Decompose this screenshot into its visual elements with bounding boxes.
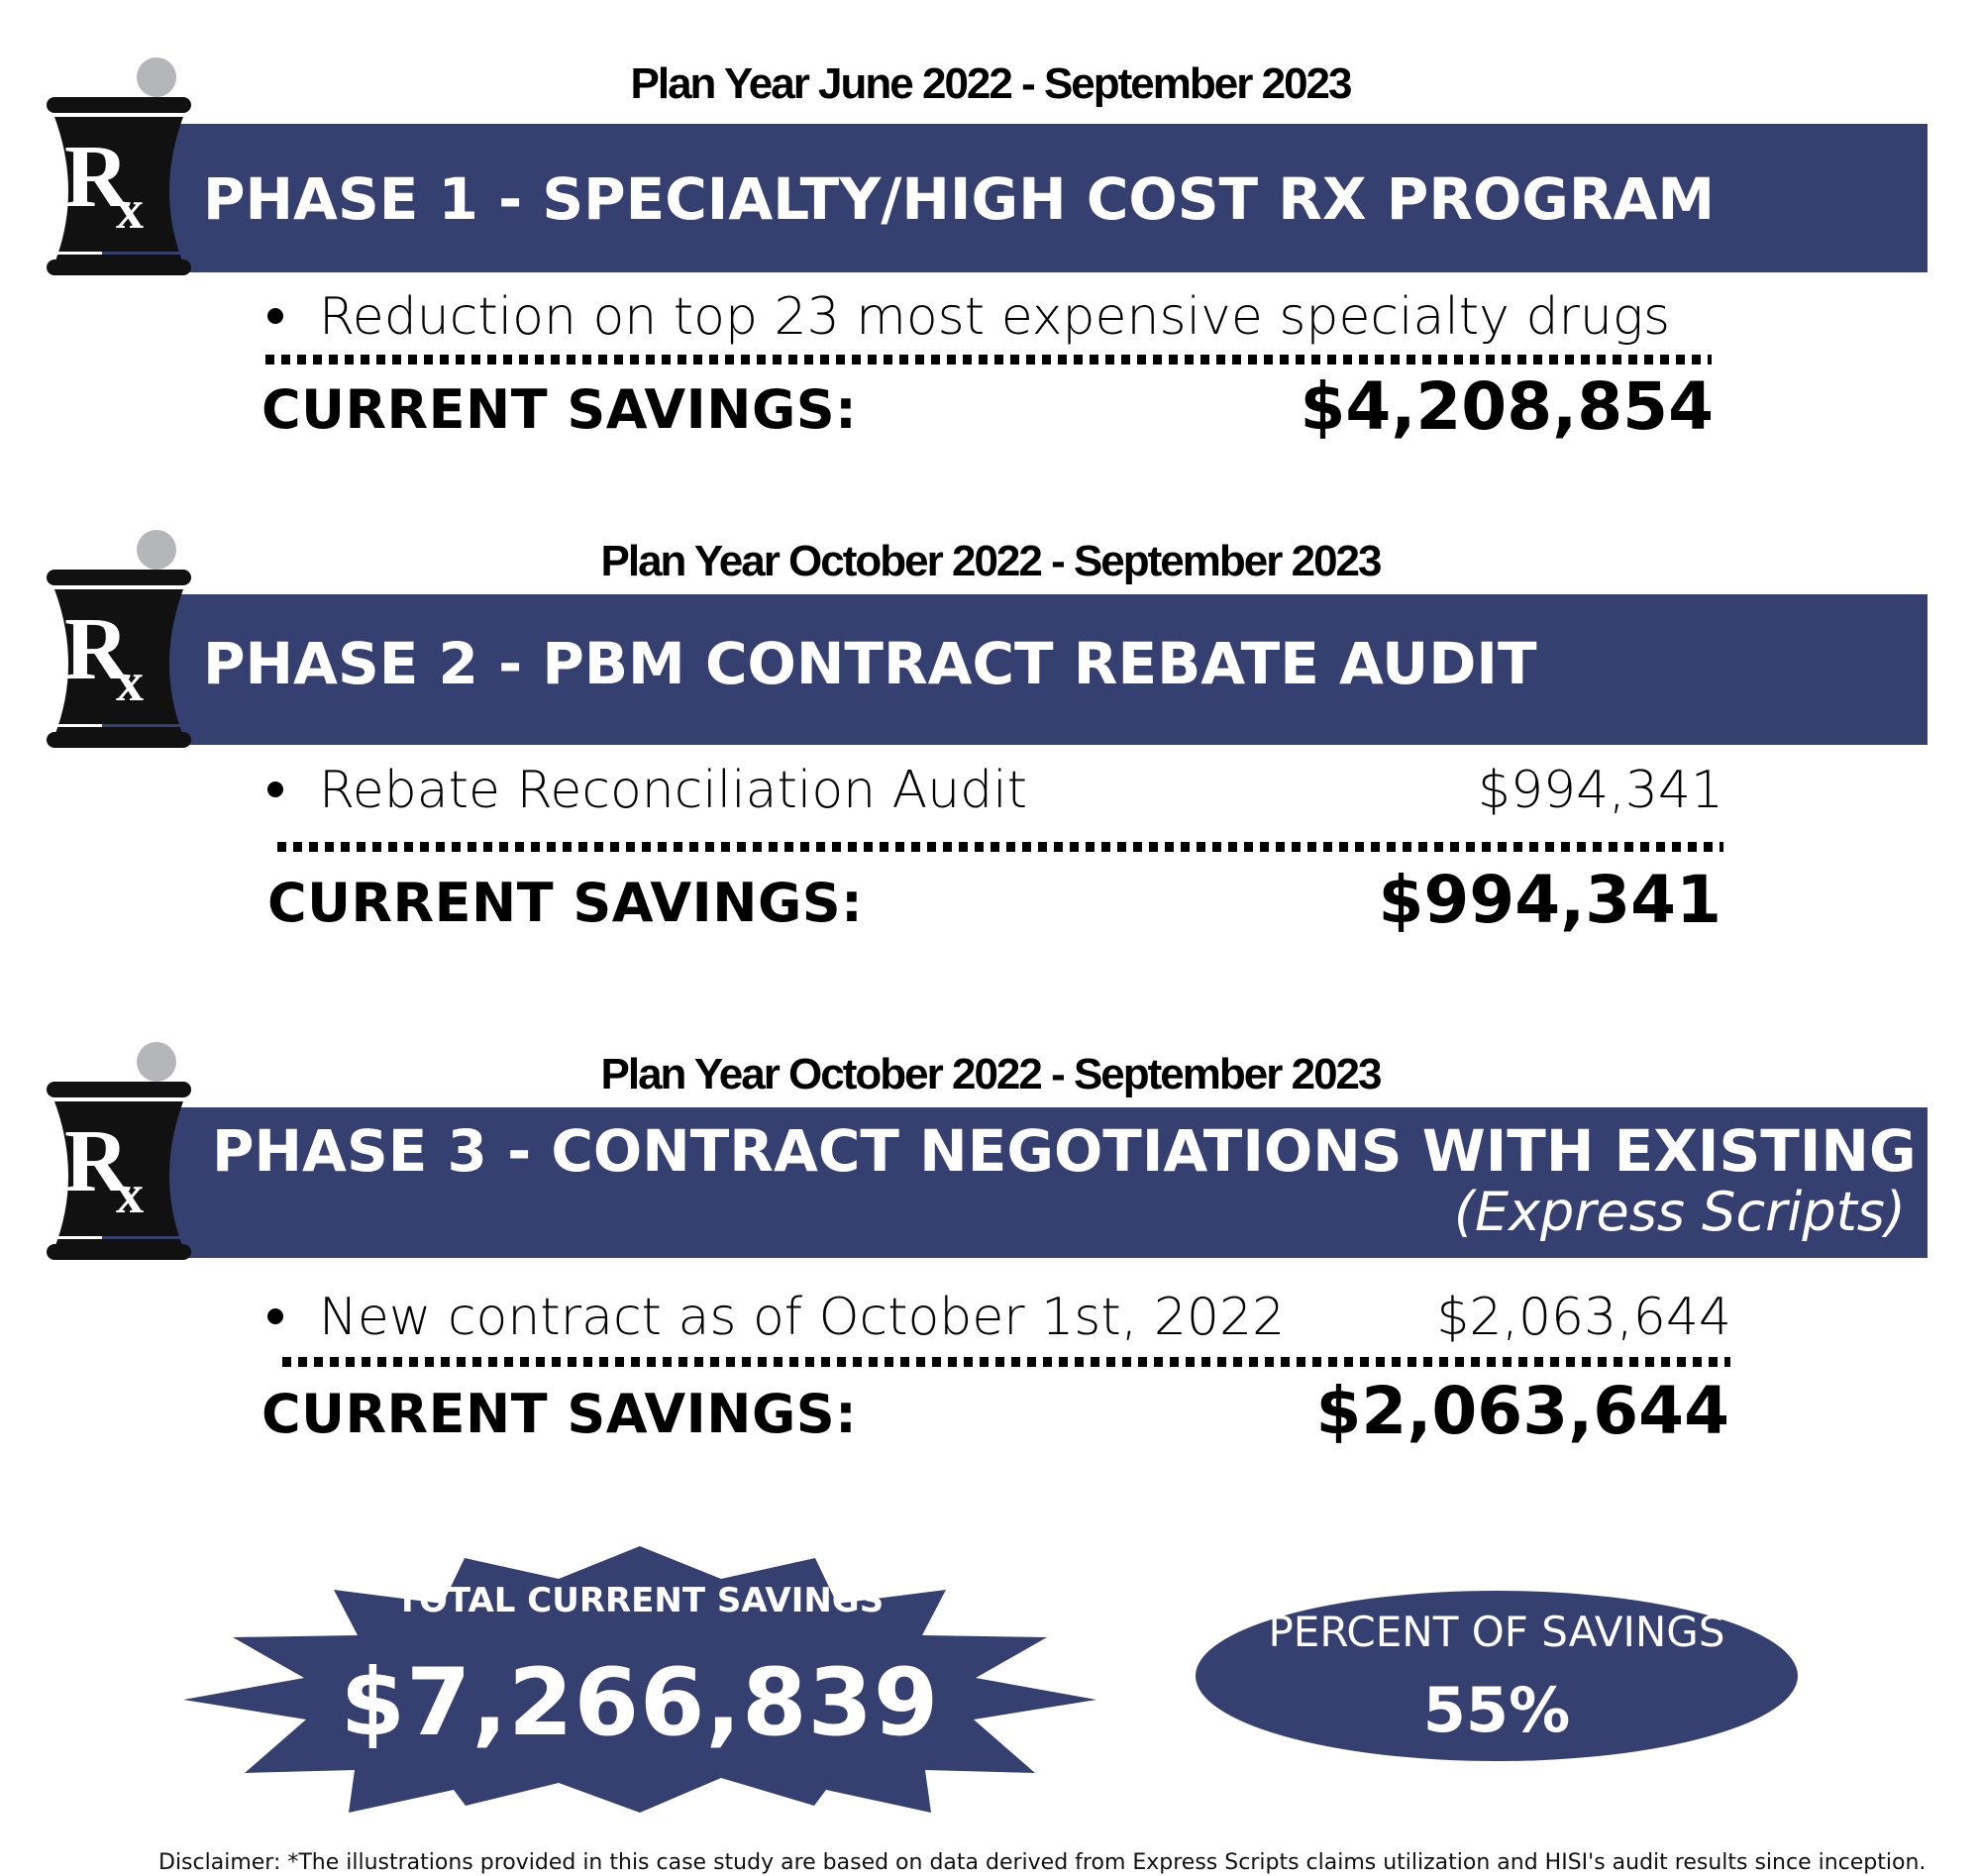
total-savings-label: TOTAL CURRENT SAVINGS bbox=[395, 1581, 885, 1620]
svg-text:x: x bbox=[116, 652, 144, 713]
svg-text:x: x bbox=[116, 1164, 144, 1225]
dotted-divider bbox=[277, 842, 1723, 852]
bullet-item: Reduction on top 23 most expensive speci… bbox=[267, 287, 1723, 347]
svg-text:R: R bbox=[64, 1112, 130, 1210]
rx-mortar-icon: R x bbox=[47, 530, 191, 748]
phase-banner: PHASE 2 - PBM CONTRACT REBATE AUDIT bbox=[168, 594, 1928, 745]
dotted-divider bbox=[265, 355, 1712, 365]
bullet-text: Reduction on top 23 most expensive speci… bbox=[319, 287, 1671, 347]
phase-banner: PHASE 3 - CONTRACT NEGOTIATIONS WITH EXI… bbox=[168, 1107, 1981, 1258]
bullet-amount: $2,063,644 bbox=[1436, 1288, 1731, 1347]
current-savings-label: CURRENT SAVINGS: bbox=[267, 872, 864, 934]
phase-title: PHASE 3 - CONTRACT NEGOTIATIONS WITH EXI… bbox=[212, 1117, 1981, 1185]
current-savings-label: CURRENT SAVINGS: bbox=[261, 1383, 858, 1445]
current-savings-amount: $4,208,854 bbox=[1300, 368, 1714, 445]
bullet-icon bbox=[267, 782, 283, 797]
bullet-icon bbox=[267, 1308, 283, 1324]
percent-ellipse-badge bbox=[1196, 1591, 1798, 1761]
bullet-item: Rebate Reconciliation Audit $994,341 bbox=[267, 761, 1723, 820]
percent-savings-value: 55% bbox=[1422, 1674, 1571, 1746]
phase-subtitle: (Express Scripts) bbox=[1453, 1181, 1906, 1243]
percent-savings-label: PERCENT OF SAVINGS bbox=[1268, 1608, 1725, 1656]
svg-text:x: x bbox=[116, 179, 144, 241]
plan-year-label: Plan Year October 2022 - September 2023 bbox=[600, 537, 1383, 585]
disclaimer-text: Disclaimer: *The illustrations provided … bbox=[158, 1850, 1927, 1875]
phase-title: PHASE 2 - PBM CONTRACT REBATE AUDIT bbox=[203, 630, 1537, 697]
rx-mortar-icon: R x bbox=[47, 57, 191, 275]
svg-text:R: R bbox=[64, 600, 130, 698]
phase-title: PHASE 1 - SPECIALTY/HIGH COST RX PROGRAM bbox=[203, 165, 1716, 233]
rx-mortar-icon: R x bbox=[47, 1042, 191, 1260]
bullet-icon bbox=[267, 308, 283, 324]
current-savings-amount: $2,063,644 bbox=[1315, 1373, 1729, 1449]
bullet-item: New contract as of October 1st, 2022 $2,… bbox=[267, 1288, 1731, 1347]
total-savings-amount: $7,266,839 bbox=[340, 1649, 940, 1757]
plan-year-label: Plan Year October 2022 - September 2023 bbox=[600, 1050, 1383, 1098]
bullet-text: New contract as of October 1st, 2022 bbox=[319, 1288, 1286, 1347]
bullet-amount: $994,341 bbox=[1477, 761, 1723, 820]
starburst-badge bbox=[183, 1546, 1096, 1813]
current-savings-amount: $994,341 bbox=[1378, 862, 1721, 938]
current-savings-label: CURRENT SAVINGS: bbox=[261, 378, 858, 441]
phase-banner: PHASE 1 - SPECIALTY/HIGH COST RX PROGRAM bbox=[168, 124, 1928, 272]
bullet-text: Rebate Reconciliation Audit bbox=[319, 761, 1028, 820]
svg-text:R: R bbox=[64, 128, 130, 226]
plan-year-label: Plan Year June 2022 - September 2023 bbox=[630, 59, 1353, 108]
dotted-divider bbox=[282, 1357, 1730, 1367]
